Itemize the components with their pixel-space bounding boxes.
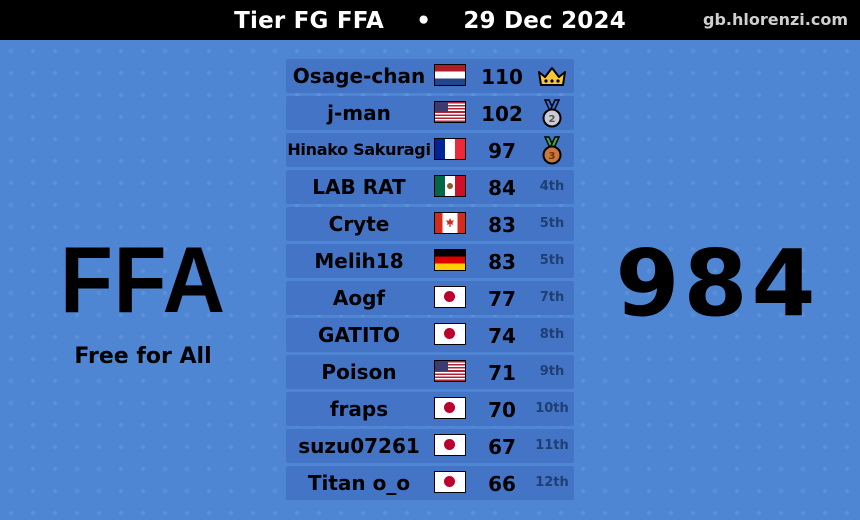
- player-name: GATITO: [317, 323, 401, 347]
- standings-row: fraps 70 10th: [286, 392, 574, 426]
- standings-row: Aogf 77 7th: [286, 281, 574, 315]
- mode-name: Free for All: [74, 344, 212, 369]
- japan-flag-icon: [434, 471, 466, 493]
- player-name: fraps: [329, 397, 389, 421]
- standings-row: Titan o_o 66 12th: [286, 466, 574, 500]
- player-name: Aogf: [332, 286, 386, 310]
- player-name: LAB RAT: [312, 175, 406, 199]
- standings-row: Osage-chan 110: [286, 59, 574, 93]
- player-name: j-man: [327, 101, 391, 125]
- total-score: 984: [615, 230, 820, 337]
- silver-medal-icon: 2: [536, 99, 568, 128]
- japan-flag-icon: [434, 397, 466, 419]
- player-score: 97: [488, 139, 516, 163]
- player-score: 110: [481, 65, 523, 89]
- france-flag-icon: [434, 138, 466, 160]
- canada-flag-icon: [434, 212, 466, 234]
- usa-flag-icon: [434, 360, 466, 382]
- date-label: 29 Dec 2024: [463, 8, 626, 34]
- player-score: 77: [488, 287, 516, 311]
- player-score: 74: [488, 324, 516, 348]
- standings-row: GATITO 74 8th: [286, 318, 574, 352]
- japan-flag-icon: [434, 323, 466, 345]
- player-score: 102: [481, 102, 523, 126]
- player-name: Poison: [321, 360, 397, 384]
- player-rank: 10th: [535, 401, 569, 416]
- standings-row: Cryte 83 5th: [286, 207, 574, 241]
- netherlands-flag-icon: [434, 64, 466, 86]
- japan-flag-icon: [434, 286, 466, 308]
- player-name: Hinako Sakuragi: [287, 140, 431, 159]
- player-rank: 4th: [539, 179, 565, 194]
- player-name: Melih18: [314, 249, 404, 273]
- header-bar: Tier FG FFA • 29 Dec 2024 gb.hlorenzi.co…: [0, 0, 860, 40]
- player-name: suzu07261: [298, 434, 420, 458]
- header-title: Tier FG FFA • 29 Dec 2024: [0, 0, 860, 40]
- standings-row: suzu07261 67 11th: [286, 429, 574, 463]
- tier-label: Tier FG FFA: [234, 8, 384, 34]
- standings-row: Hinako Sakuragi 97 3: [286, 133, 574, 167]
- japan-flag-icon: [434, 434, 466, 456]
- player-name: Cryte: [328, 212, 390, 236]
- player-name: Osage-chan: [292, 64, 426, 88]
- mexico-flag-icon: [434, 175, 466, 197]
- player-name: Titan o_o: [307, 471, 411, 495]
- player-rank: 5th: [539, 216, 565, 231]
- standings-row: LAB RAT 84 4th: [286, 170, 574, 204]
- header-separator: •: [416, 8, 432, 34]
- svg-text:3: 3: [549, 151, 556, 162]
- svg-text:2: 2: [549, 114, 556, 125]
- standings-row: Poison 71 9th: [286, 355, 574, 389]
- player-rank: 11th: [535, 438, 569, 453]
- player-score: 83: [488, 213, 516, 237]
- standings-row: Melih18 83 5th: [286, 244, 574, 278]
- player-rank: 12th: [535, 475, 569, 490]
- player-score: 84: [488, 176, 516, 200]
- player-score: 67: [488, 435, 516, 459]
- player-rank: 5th: [539, 253, 565, 268]
- crown-icon: [536, 62, 568, 90]
- player-rank: 9th: [539, 364, 565, 379]
- player-rank: 8th: [539, 327, 565, 342]
- player-score: 83: [488, 250, 516, 274]
- player-score: 71: [488, 361, 516, 385]
- player-score: 66: [488, 472, 516, 496]
- player-rank: 7th: [539, 290, 565, 305]
- bronze-medal-icon: 3: [536, 136, 568, 165]
- player-score: 70: [488, 398, 516, 422]
- mode-code: FFA: [59, 227, 227, 332]
- site-url: gb.hlorenzi.com: [702, 10, 848, 29]
- usa-flag-icon: [434, 101, 466, 123]
- germany-flag-icon: [434, 249, 466, 271]
- standings-row: j-man 102 2: [286, 96, 574, 130]
